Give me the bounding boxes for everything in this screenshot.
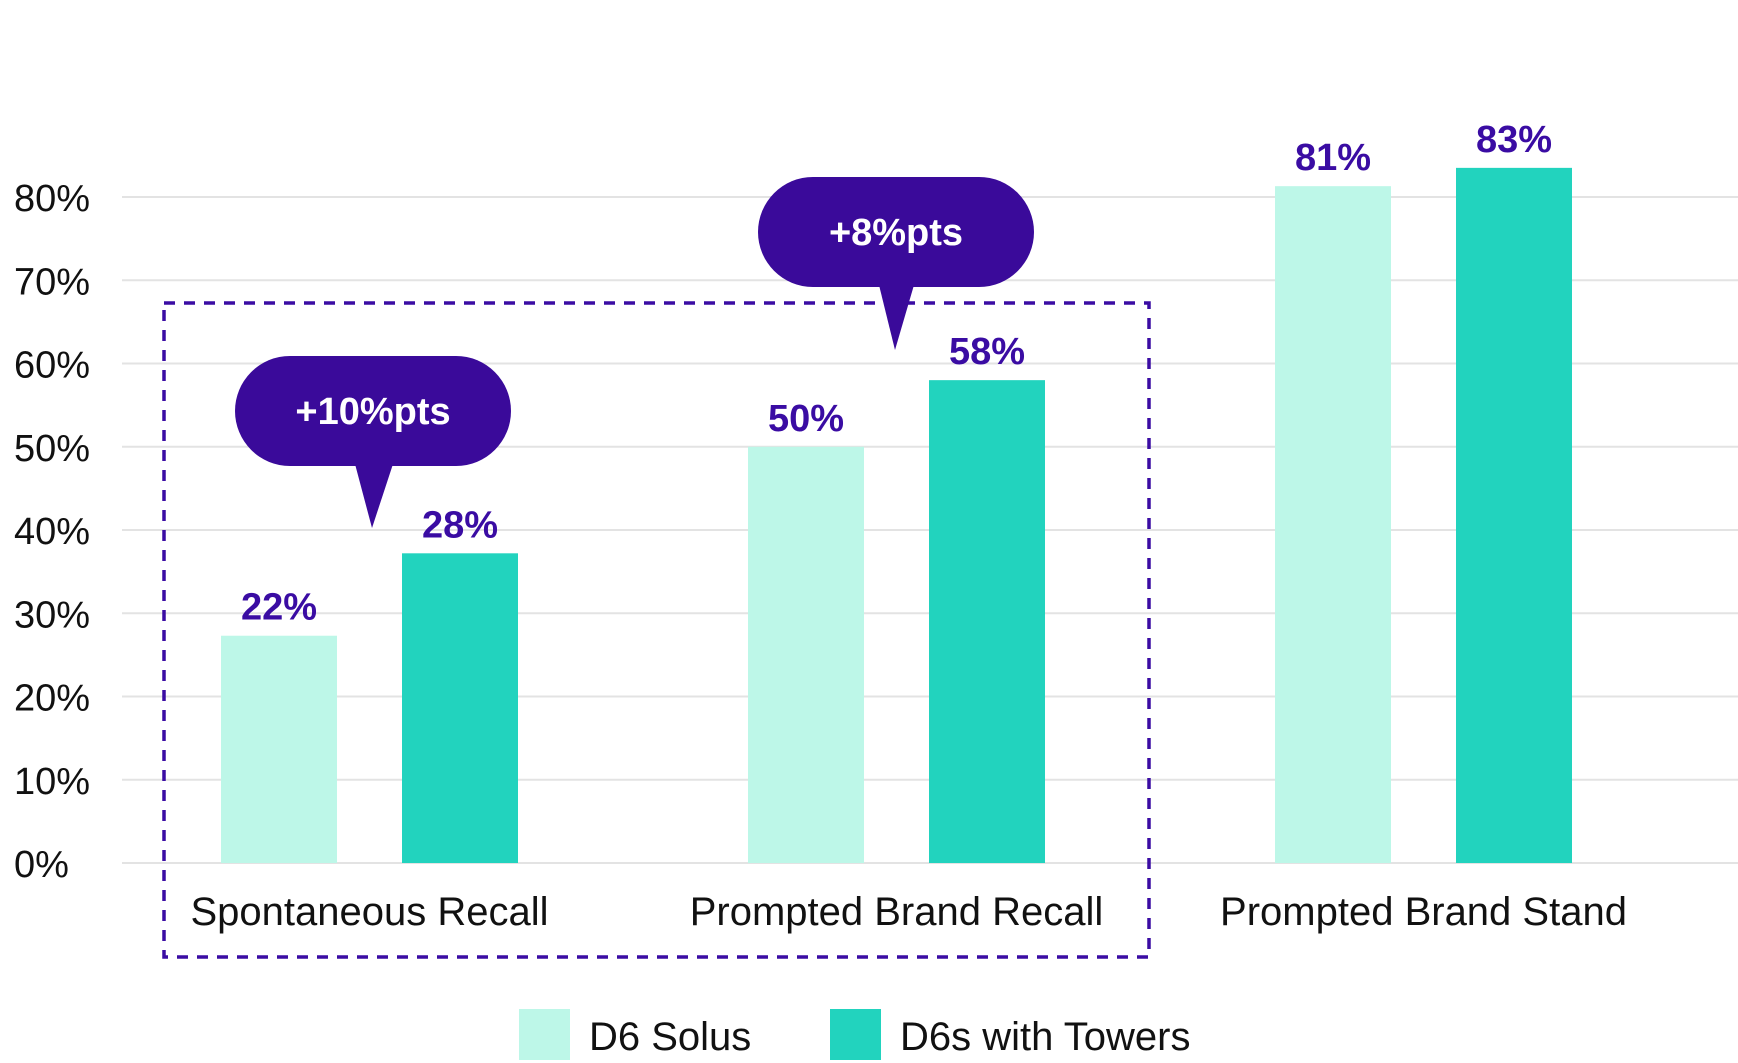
legend-label: D6 Solus bbox=[589, 1015, 751, 1059]
bar-d6-solus bbox=[221, 635, 337, 863]
category-label: Spontaneous Recall bbox=[190, 890, 548, 934]
bar-d6s-with-towers bbox=[929, 380, 1045, 863]
y-tick-label: 70% bbox=[14, 261, 90, 303]
category-label: Prompted Brand Recall bbox=[690, 890, 1104, 934]
legend-swatch bbox=[519, 1009, 570, 1060]
bar-d6s-with-towers bbox=[1456, 167, 1572, 864]
bar-d6s-with-towers bbox=[402, 553, 518, 863]
y-tick-label: 60% bbox=[14, 345, 90, 387]
y-tick-label: 0% bbox=[14, 844, 69, 886]
y-tick-label: 40% bbox=[14, 511, 90, 553]
data-label: 22% bbox=[241, 587, 317, 629]
data-label: 58% bbox=[949, 331, 1025, 373]
data-label: 81% bbox=[1295, 137, 1371, 179]
category-label: Prompted Brand Stand bbox=[1220, 890, 1627, 934]
callout-pointer bbox=[879, 285, 914, 350]
y-tick-label: 80% bbox=[14, 178, 90, 220]
callout-text: +8%pts bbox=[829, 212, 963, 254]
callout-body bbox=[758, 177, 1034, 287]
callout-body bbox=[235, 356, 511, 466]
y-tick-label: 50% bbox=[14, 428, 90, 470]
data-label: 50% bbox=[768, 398, 844, 440]
y-tick-label: 30% bbox=[14, 594, 90, 636]
data-label: 83% bbox=[1476, 119, 1552, 161]
highlight-box bbox=[162, 301, 1151, 959]
y-tick-label: 20% bbox=[14, 678, 90, 720]
bar-d6-solus bbox=[748, 446, 864, 863]
legend-label: D6s with Towers bbox=[900, 1015, 1190, 1059]
data-label: 28% bbox=[422, 504, 498, 546]
y-tick-label: 10% bbox=[14, 761, 90, 803]
legend-swatch bbox=[830, 1009, 881, 1060]
callout-pointer bbox=[355, 464, 393, 528]
callout-text: +10%pts bbox=[295, 391, 450, 433]
bar-d6-solus bbox=[1275, 186, 1391, 864]
callout-bubble: +10%pts bbox=[235, 356, 511, 528]
callout-bubble: +8%pts bbox=[758, 177, 1034, 350]
